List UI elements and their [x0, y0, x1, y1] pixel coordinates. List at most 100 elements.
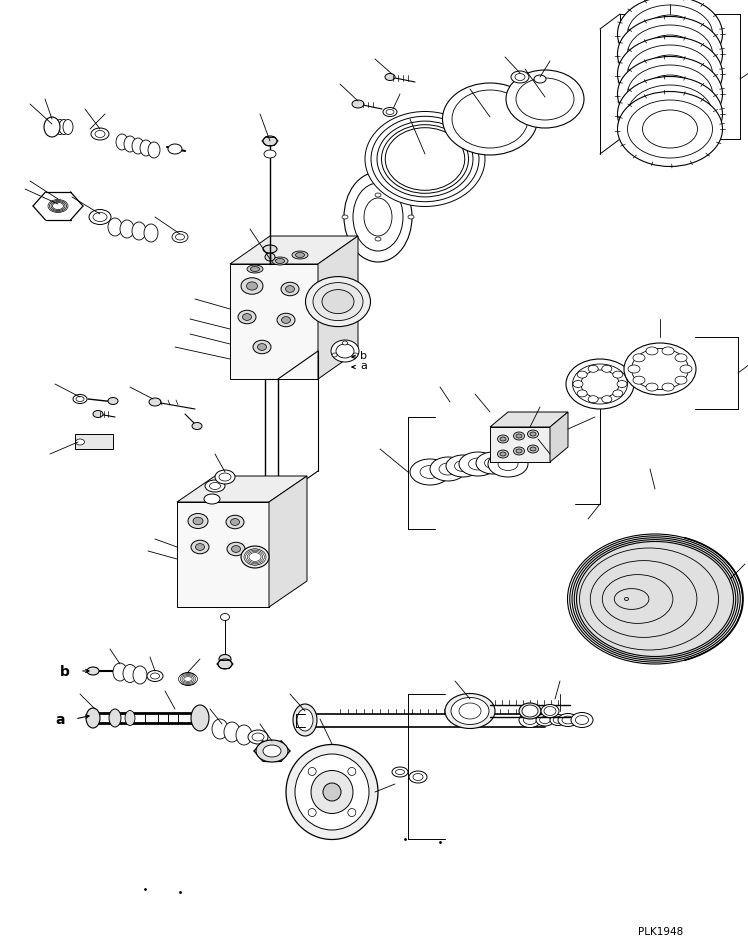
Ellipse shape: [618, 58, 723, 132]
Ellipse shape: [575, 716, 589, 725]
Ellipse shape: [144, 225, 158, 243]
Ellipse shape: [452, 91, 528, 149]
Ellipse shape: [409, 771, 427, 784]
Polygon shape: [490, 428, 550, 463]
Ellipse shape: [238, 311, 256, 325]
Ellipse shape: [108, 219, 122, 237]
Ellipse shape: [568, 534, 743, 665]
Ellipse shape: [572, 364, 628, 405]
Ellipse shape: [643, 110, 697, 149]
Ellipse shape: [410, 460, 450, 485]
Polygon shape: [177, 477, 307, 502]
Ellipse shape: [628, 101, 713, 159]
Ellipse shape: [554, 716, 562, 723]
Ellipse shape: [618, 77, 723, 152]
Ellipse shape: [249, 553, 261, 562]
Ellipse shape: [257, 345, 266, 351]
Ellipse shape: [182, 676, 194, 683]
Ellipse shape: [519, 713, 541, 728]
Ellipse shape: [459, 703, 481, 719]
Ellipse shape: [308, 809, 316, 817]
Ellipse shape: [539, 716, 551, 724]
Bar: [75, 434, 113, 449]
Ellipse shape: [218, 659, 232, 669]
Ellipse shape: [224, 722, 240, 742]
Ellipse shape: [305, 278, 370, 328]
Ellipse shape: [566, 360, 634, 410]
Ellipse shape: [87, 667, 99, 675]
Ellipse shape: [602, 366, 612, 373]
Ellipse shape: [353, 354, 358, 358]
Ellipse shape: [420, 466, 440, 479]
Ellipse shape: [375, 194, 381, 198]
Ellipse shape: [244, 549, 266, 565]
Ellipse shape: [413, 774, 423, 781]
Ellipse shape: [643, 56, 697, 93]
Ellipse shape: [176, 235, 185, 241]
Ellipse shape: [248, 552, 263, 563]
Ellipse shape: [516, 79, 574, 121]
Polygon shape: [230, 264, 318, 379]
Ellipse shape: [646, 347, 658, 356]
Ellipse shape: [55, 121, 65, 135]
Ellipse shape: [263, 137, 277, 147]
Ellipse shape: [628, 86, 713, 143]
Ellipse shape: [205, 480, 225, 493]
Ellipse shape: [513, 432, 524, 441]
Ellipse shape: [120, 221, 134, 239]
Ellipse shape: [215, 470, 235, 484]
Ellipse shape: [343, 342, 348, 346]
Ellipse shape: [245, 549, 265, 565]
Ellipse shape: [95, 131, 105, 139]
Ellipse shape: [534, 76, 546, 84]
Ellipse shape: [344, 173, 412, 262]
Ellipse shape: [219, 655, 231, 664]
Ellipse shape: [527, 430, 539, 439]
Ellipse shape: [381, 126, 468, 194]
Ellipse shape: [226, 515, 244, 530]
Ellipse shape: [180, 675, 196, 683]
Ellipse shape: [124, 137, 136, 153]
Ellipse shape: [332, 354, 337, 358]
Ellipse shape: [293, 704, 317, 736]
Text: PLK1948: PLK1948: [638, 926, 683, 936]
Ellipse shape: [247, 265, 263, 274]
Ellipse shape: [353, 184, 403, 252]
Ellipse shape: [221, 614, 230, 621]
Ellipse shape: [195, 544, 204, 550]
Ellipse shape: [383, 109, 397, 117]
Ellipse shape: [47, 121, 57, 135]
Ellipse shape: [150, 673, 159, 680]
Ellipse shape: [371, 117, 479, 202]
Ellipse shape: [265, 254, 275, 261]
Ellipse shape: [149, 398, 161, 407]
Text: b: b: [360, 350, 367, 361]
Ellipse shape: [624, 344, 696, 396]
Ellipse shape: [140, 141, 152, 157]
Ellipse shape: [348, 809, 356, 817]
Ellipse shape: [44, 118, 60, 138]
Ellipse shape: [618, 0, 723, 73]
Ellipse shape: [451, 698, 489, 725]
Ellipse shape: [179, 674, 197, 684]
Ellipse shape: [662, 347, 674, 356]
Text: a: a: [360, 361, 367, 371]
Ellipse shape: [513, 447, 524, 456]
Ellipse shape: [63, 121, 73, 135]
Ellipse shape: [643, 16, 697, 54]
Ellipse shape: [336, 345, 354, 359]
Ellipse shape: [511, 72, 529, 84]
Ellipse shape: [263, 745, 281, 757]
Text: b: b: [60, 665, 70, 679]
Ellipse shape: [248, 731, 268, 744]
Ellipse shape: [192, 423, 202, 430]
Ellipse shape: [408, 216, 414, 220]
Ellipse shape: [530, 447, 536, 451]
Ellipse shape: [577, 372, 587, 379]
Ellipse shape: [516, 449, 522, 453]
Polygon shape: [490, 413, 568, 428]
Ellipse shape: [89, 211, 111, 226]
Ellipse shape: [562, 716, 574, 724]
Ellipse shape: [574, 540, 736, 659]
Ellipse shape: [618, 38, 723, 112]
